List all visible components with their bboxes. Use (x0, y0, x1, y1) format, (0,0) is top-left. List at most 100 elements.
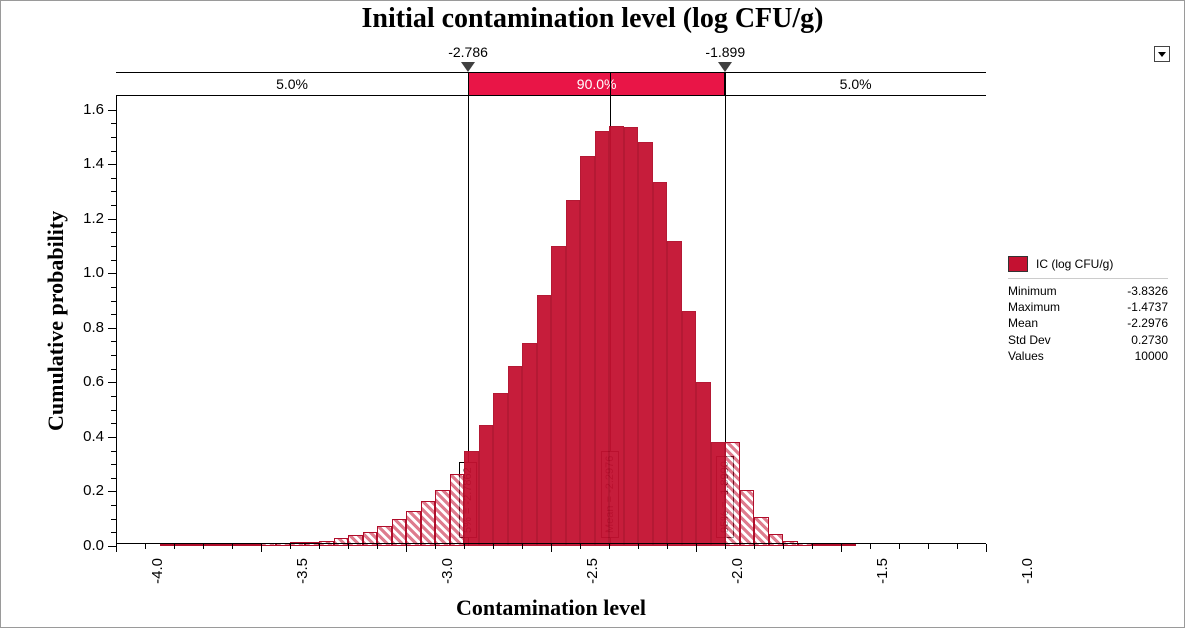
y-tick-label: 1.4 (64, 155, 104, 172)
x-tick-label: -1.5 (874, 558, 891, 584)
histogram-bar (421, 501, 436, 546)
confidence-band: 5.0% 90.0% 5.0% (116, 72, 986, 96)
histogram-bar (334, 538, 349, 546)
legend-stat-row: Std Dev0.2730 (1008, 332, 1168, 348)
y-tick-minor (111, 478, 116, 479)
x-tick (116, 544, 117, 552)
histogram-bar (682, 311, 697, 546)
histogram-bar (232, 544, 247, 546)
legend-stat-name: Minimum (1008, 283, 1057, 299)
x-tick-label: -1.0 (1019, 558, 1036, 584)
y-tick (108, 437, 116, 438)
y-tick-minor (111, 246, 116, 247)
chart-options-dropdown-icon[interactable] (1154, 46, 1170, 62)
y-tick-minor (111, 178, 116, 179)
histogram-bar (392, 519, 407, 546)
histogram-bar (479, 425, 494, 546)
x-tick-minor (174, 544, 175, 549)
x-axis-label: Contamination level (116, 595, 986, 621)
x-tick-minor (638, 544, 639, 549)
histogram-bar (566, 200, 581, 546)
x-tick-label: -3.0 (439, 558, 456, 584)
y-tick-minor (111, 287, 116, 288)
x-tick-minor (377, 544, 378, 549)
histogram-bar (580, 156, 595, 546)
histogram-bar (160, 544, 175, 546)
x-tick-minor (899, 544, 900, 549)
confidence-slider-right-handle[interactable] (718, 62, 732, 72)
y-tick-label: 0.0 (64, 537, 104, 554)
y-tick-minor (111, 137, 116, 138)
y-tick (108, 328, 116, 329)
y-tick-minor (111, 355, 116, 356)
x-tick-minor (348, 544, 349, 549)
histogram-bar (522, 343, 537, 546)
legend-stat-row: Minimum-3.8326 (1008, 283, 1168, 299)
x-tick-minor (493, 544, 494, 549)
legend-stat-value: -1.4737 (1127, 299, 1168, 315)
x-tick-minor (812, 544, 813, 549)
histogram-bar (218, 544, 233, 546)
y-tick-minor (111, 341, 116, 342)
y-tick-label: 0.6 (64, 373, 104, 390)
histogram-plot: 5% = -2.7862 Mean = -2.2976 95% = -1.899… (116, 96, 986, 546)
y-tick-minor (111, 519, 116, 520)
y-tick-minor (111, 123, 116, 124)
x-tick-minor (203, 544, 204, 549)
legend-series-label: IC (log CFU/g) (1036, 257, 1113, 271)
legend-stat-name: Maximum (1008, 299, 1060, 315)
x-tick (551, 544, 552, 552)
histogram-bar (464, 451, 479, 546)
y-tick-minor (111, 369, 116, 370)
legend-stat-name: Values (1008, 348, 1044, 364)
x-tick (261, 544, 262, 552)
confidence-slider-right-label: -1.899 (705, 44, 745, 60)
y-tick-label: 0.8 (64, 319, 104, 336)
histogram-bar (638, 142, 653, 546)
y-axis (116, 96, 117, 546)
y-tick-minor (111, 451, 116, 452)
legend-stat-value: 10000 (1135, 348, 1168, 364)
x-tick-minor (464, 544, 465, 549)
histogram-bar (203, 544, 218, 546)
histogram-bar (754, 517, 769, 546)
histogram-bar (247, 544, 262, 546)
confidence-slider-left-handle[interactable] (461, 62, 475, 72)
y-tick-label: 1.0 (64, 264, 104, 281)
histogram-bar (740, 490, 755, 546)
x-tick-minor (232, 544, 233, 549)
y-tick-label: 0.4 (64, 428, 104, 445)
histogram-bar (769, 534, 784, 546)
y-tick-minor (111, 205, 116, 206)
histogram-bar (508, 366, 523, 546)
legend-stat-row: Mean-2.2976 (1008, 315, 1168, 331)
x-tick-label: -2.5 (584, 558, 601, 584)
histogram-bar (189, 544, 204, 546)
histogram-bar (493, 393, 508, 546)
histogram-bar (450, 474, 465, 546)
x-tick-minor (580, 544, 581, 549)
histogram-bar (435, 490, 450, 546)
histogram-bar (537, 295, 552, 546)
chart-title: Initial contamination level (log CFU/g) (1, 3, 1184, 35)
x-tick-minor (319, 544, 320, 549)
y-tick-label: 1.6 (64, 101, 104, 118)
x-tick-minor (522, 544, 523, 549)
y-tick (108, 110, 116, 111)
histogram-bar (696, 382, 711, 546)
legend-swatch-icon (1008, 256, 1028, 272)
y-tick-minor (111, 232, 116, 233)
x-tick (406, 544, 407, 552)
histogram-bar (841, 544, 856, 546)
confidence-slider-left-label: -2.786 (448, 44, 488, 60)
y-tick (108, 219, 116, 220)
histogram-bar (348, 535, 363, 546)
x-tick-label: -4.0 (149, 558, 166, 584)
legend: IC (log CFU/g) Minimum-3.8326Maximum -1.4… (1008, 256, 1168, 364)
y-tick-minor (111, 464, 116, 465)
y-tick (108, 382, 116, 383)
y-tick-minor (111, 423, 116, 424)
x-tick-minor (928, 544, 929, 549)
x-tick-minor (870, 544, 871, 549)
y-tick-minor (111, 532, 116, 533)
